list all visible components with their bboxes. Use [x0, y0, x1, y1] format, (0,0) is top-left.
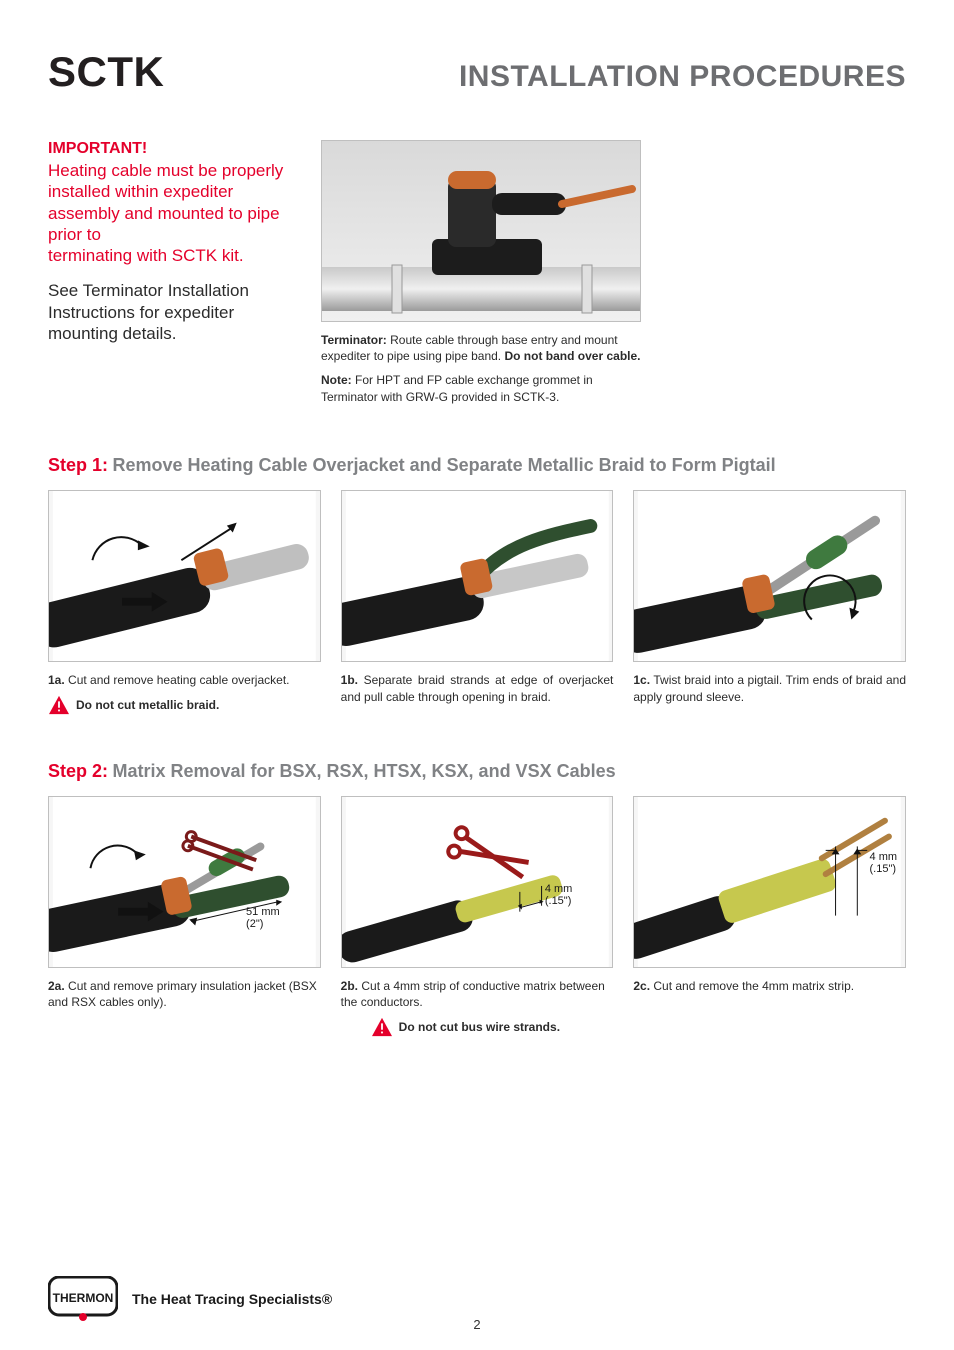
warning-icon: [371, 1017, 393, 1037]
step2a-caption: 2a. Cut and remove primary insulation ja…: [48, 978, 321, 1012]
step2-title: Matrix Removal for BSX, RSX, HTSX, KSX, …: [112, 761, 615, 781]
page-header: SCTK INSTALLATION PROCEDURES: [48, 48, 906, 96]
step1a-illustration: [49, 491, 320, 661]
step1-title: Remove Heating Cable Overjacket and Sepa…: [112, 455, 775, 475]
step1a-text: Cut and remove heating cable overjacket.: [68, 673, 289, 687]
step1b-label: 1b.: [341, 673, 358, 687]
step2b-warn-text: Do not cut bus wire strands.: [399, 1020, 560, 1034]
thermon-logo: THERMON: [48, 1276, 118, 1322]
step2b-illustration: [342, 797, 613, 967]
step1a-annotation: 76 mm (3"): [250, 589, 284, 613]
terminator-figure: [321, 140, 641, 322]
step1a-caption: 1a. Cut and remove heating cable overjac…: [48, 672, 321, 689]
step2b-cell: 4 mm (.15") 2b. Cut a 4mm strip of condu…: [341, 796, 614, 1038]
step1b-illustration: [342, 491, 613, 661]
step2c-annotation: 4 mm (.15"): [870, 851, 898, 875]
step2-title-row: Step 2: Matrix Removal for BSX, RSX, HTS…: [48, 761, 906, 782]
step1a-warn-row: Do not cut metallic braid.: [48, 695, 321, 715]
step1c-label: 1c.: [633, 673, 650, 687]
step2c-cell: 4 mm (.15") 2c. Cut and remove the 4mm m…: [633, 796, 906, 1038]
intro-row: IMPORTANT! Heating cable must be properl…: [48, 140, 906, 413]
important-title: IMPORTANT!: [48, 140, 293, 158]
step2a-figure: 51 mm (2"): [48, 796, 321, 968]
step2c-illustration: [634, 797, 905, 967]
step2c-caption: 2c. Cut and remove the 4mm matrix strip.: [633, 978, 906, 995]
step1-title-row: Step 1: Remove Heating Cable Overjacket …: [48, 455, 906, 476]
step1-row: 76 mm (3") 1a. Cut and remove heating ca…: [48, 490, 906, 715]
important-body: Heating cable must be properly installed…: [48, 160, 293, 266]
step1c-text: Twist braid into a pigtail. Trim ends of…: [633, 673, 906, 704]
step2a-annotation: 51 mm (2"): [246, 906, 280, 930]
important-see: See Terminator Installation Instructions…: [48, 280, 293, 344]
step1-label: Step 1:: [48, 455, 108, 475]
terminator-note-label: Note:: [321, 373, 352, 387]
step2b-caption: 2b. Cut a 4mm strip of conductive matrix…: [341, 978, 614, 1012]
terminator-caption-label: Terminator:: [321, 333, 387, 347]
page-number: 2: [473, 1317, 480, 1332]
step2-label: Step 2:: [48, 761, 108, 781]
step2c-figure: 4 mm (.15"): [633, 796, 906, 968]
step2a-cell: 51 mm (2") 2a. Cut and remove primary in…: [48, 796, 321, 1038]
step1b-text: Separate braid strands at edge of overja…: [341, 673, 614, 704]
step2b-warn-row: Do not cut bus wire strands.: [371, 1017, 614, 1037]
logo-text: THERMON: [53, 1291, 114, 1305]
step2b-label: 2b.: [341, 979, 358, 993]
step1c-figure: [633, 490, 906, 662]
terminator-col: Terminator: Route cable through base ent…: [321, 140, 641, 413]
step2c-text: Cut and remove the 4mm matrix strip.: [653, 979, 854, 993]
step1a-cell: 76 mm (3") 1a. Cut and remove heating ca…: [48, 490, 321, 715]
page-footer: THERMON The Heat Tracing Specialists®: [48, 1276, 906, 1322]
step1a-label: 1a.: [48, 673, 65, 687]
step1b-cell: 1b. Separate braid strands at edge of ov…: [341, 490, 614, 715]
step2b-annotation: 4 mm (.15"): [545, 883, 573, 907]
terminator-illustration: [322, 141, 641, 322]
step2a-label: 2a.: [48, 979, 65, 993]
step2a-illustration: [49, 797, 320, 967]
step1a-figure: 76 mm (3"): [48, 490, 321, 662]
step1a-warn-text: Do not cut metallic braid.: [76, 698, 219, 712]
step2b-figure: 4 mm (.15"): [341, 796, 614, 968]
terminator-note-text: For HPT and FP cable exchange grommet in…: [321, 373, 593, 403]
warning-icon: [48, 695, 70, 715]
doc-title: INSTALLATION PROCEDURES: [459, 60, 906, 94]
product-code: SCTK: [48, 48, 164, 96]
step1b-caption: 1b. Separate braid strands at edge of ov…: [341, 672, 614, 706]
step1c-cell: 1c. Twist braid into a pigtail. Trim end…: [633, 490, 906, 715]
step2b-text: Cut a 4mm strip of conductive matrix bet…: [341, 979, 605, 1010]
step1c-illustration: [634, 491, 905, 661]
important-block: IMPORTANT! Heating cable must be properl…: [48, 140, 293, 413]
terminator-caption: Terminator: Route cable through base ent…: [321, 332, 641, 364]
step2-row: 51 mm (2") 2a. Cut and remove primary in…: [48, 796, 906, 1038]
terminator-caption-warn: Do not band over cable.: [504, 349, 640, 363]
terminator-note: Note: For HPT and FP cable exchange grom…: [321, 372, 641, 404]
footer-tagline: The Heat Tracing Specialists®: [132, 1291, 332, 1307]
step1b-figure: [341, 490, 614, 662]
step1c-caption: 1c. Twist braid into a pigtail. Trim end…: [633, 672, 906, 706]
step2c-label: 2c.: [633, 979, 650, 993]
step2a-text: Cut and remove primary insulation jacket…: [48, 979, 317, 1010]
